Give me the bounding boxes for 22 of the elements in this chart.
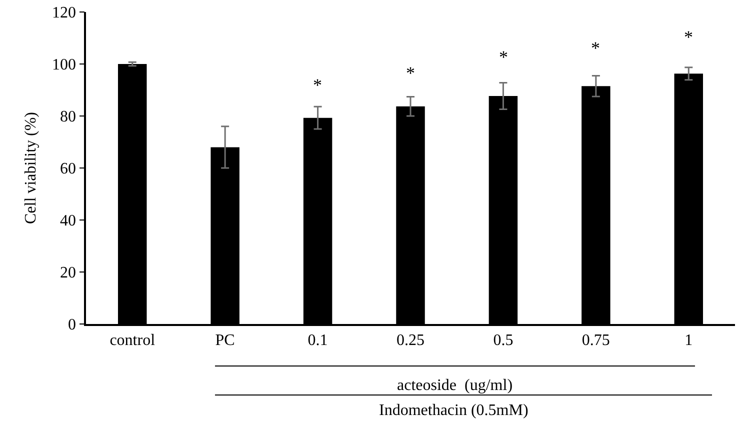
text: acteoside (ug/ml) bbox=[397, 377, 513, 394]
annotation: * bbox=[406, 63, 415, 83]
x-tick-label: 0.25 bbox=[396, 332, 424, 350]
y-tick-label: 20 bbox=[60, 264, 76, 282]
y-tick-label: 100 bbox=[52, 56, 76, 74]
x-tick-label: 0.5 bbox=[493, 332, 514, 350]
y-tick-label: 80 bbox=[60, 108, 76, 126]
text: Indomethacin (0.5mM) bbox=[379, 402, 528, 419]
annotation: * bbox=[313, 75, 322, 95]
annotation: * bbox=[499, 47, 508, 67]
x-tick-label: PC bbox=[215, 332, 235, 350]
x-tick-label: 0.75 bbox=[582, 332, 610, 350]
y-tick-label: 60 bbox=[60, 160, 76, 178]
y-tick-label: 40 bbox=[60, 212, 76, 230]
y-tick-label: 0 bbox=[68, 316, 76, 334]
y-axis-title: Cell viability (%) bbox=[22, 112, 40, 224]
x-tick-label: 0.1 bbox=[308, 332, 328, 350]
y-tick-label: 120 bbox=[52, 4, 76, 22]
annotation: * bbox=[684, 27, 693, 47]
x-tick-label: 1 bbox=[684, 332, 693, 350]
x-tick-label: control bbox=[110, 332, 156, 350]
annotation: * bbox=[591, 38, 600, 58]
